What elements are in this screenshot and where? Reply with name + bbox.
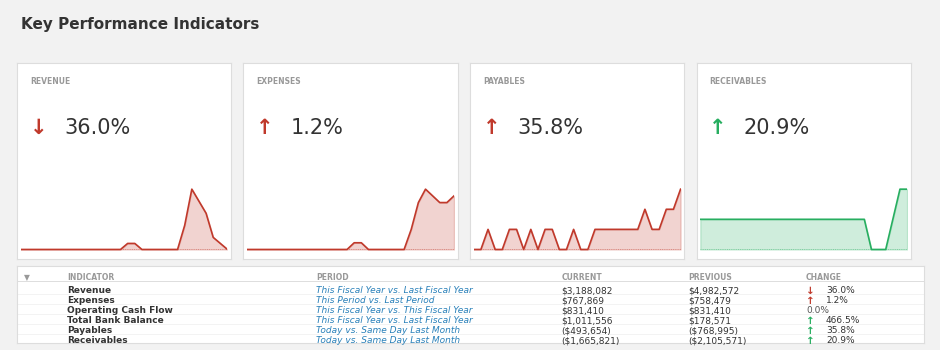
Text: CURRENT: CURRENT [561, 273, 602, 282]
Text: ↑: ↑ [807, 336, 815, 346]
Text: This Fiscal Year vs. Last Fiscal Year: This Fiscal Year vs. Last Fiscal Year [316, 286, 473, 295]
Text: $178,571: $178,571 [688, 316, 731, 325]
Text: This Period vs. Last Period: This Period vs. Last Period [316, 296, 435, 305]
Text: This Fiscal Year vs. This Fiscal Year: This Fiscal Year vs. This Fiscal Year [316, 306, 473, 315]
Text: 0.0%: 0.0% [807, 306, 829, 315]
Text: ($1,665,821): ($1,665,821) [561, 336, 619, 345]
Text: Operating Cash Flow: Operating Cash Flow [67, 306, 173, 315]
Text: This Fiscal Year vs. Last Fiscal Year: This Fiscal Year vs. Last Fiscal Year [316, 316, 473, 325]
Text: $767,869: $767,869 [561, 296, 604, 305]
Text: 1.2%: 1.2% [290, 118, 343, 138]
Text: ▼: ▼ [24, 273, 30, 282]
Text: $758,479: $758,479 [688, 296, 731, 305]
Text: $831,410: $831,410 [688, 306, 731, 315]
Text: REVENUE: REVENUE [30, 77, 70, 86]
Text: Expenses: Expenses [67, 296, 115, 305]
Text: ($2,105,571): ($2,105,571) [688, 336, 746, 345]
Text: 20.9%: 20.9% [826, 336, 854, 345]
Text: ↑: ↑ [257, 118, 274, 138]
Text: RECEIVABLES: RECEIVABLES [710, 77, 767, 86]
Text: PAYABLES: PAYABLES [483, 77, 525, 86]
Text: Payables: Payables [67, 326, 112, 335]
Text: CHANGE: CHANGE [807, 273, 842, 282]
Text: ↓: ↓ [30, 118, 47, 138]
Text: ↑: ↑ [710, 118, 727, 138]
Text: ↑: ↑ [807, 316, 815, 326]
Text: $831,410: $831,410 [561, 306, 604, 315]
Text: 36.0%: 36.0% [64, 118, 131, 138]
Text: ↑: ↑ [807, 326, 815, 336]
Text: ↑: ↑ [483, 118, 500, 138]
Text: ↓: ↓ [807, 286, 815, 296]
Text: $1,011,556: $1,011,556 [561, 316, 613, 325]
Text: 35.8%: 35.8% [826, 326, 854, 335]
Text: Revenue: Revenue [67, 286, 111, 295]
Text: 1.2%: 1.2% [826, 296, 849, 305]
Text: PERIOD: PERIOD [316, 273, 349, 282]
Text: $3,188,082: $3,188,082 [561, 286, 613, 295]
Text: EXPENSES: EXPENSES [257, 77, 301, 86]
Text: Receivables: Receivables [67, 336, 128, 345]
Text: INDICATOR: INDICATOR [67, 273, 114, 282]
Text: 20.9%: 20.9% [744, 118, 810, 138]
Text: 466.5%: 466.5% [826, 316, 860, 325]
Text: PREVIOUS: PREVIOUS [688, 273, 732, 282]
Text: $4,982,572: $4,982,572 [688, 286, 739, 295]
Text: ($768,995): ($768,995) [688, 326, 738, 335]
Text: ↑: ↑ [807, 296, 815, 306]
Text: 35.8%: 35.8% [517, 118, 583, 138]
Text: 36.0%: 36.0% [826, 286, 854, 295]
Text: ($493,654): ($493,654) [561, 326, 611, 335]
Text: Today vs. Same Day Last Month: Today vs. Same Day Last Month [316, 336, 461, 345]
Text: Today vs. Same Day Last Month: Today vs. Same Day Last Month [316, 326, 461, 335]
Text: Key Performance Indicators: Key Performance Indicators [21, 18, 259, 33]
Text: Total Bank Balance: Total Bank Balance [67, 316, 164, 325]
